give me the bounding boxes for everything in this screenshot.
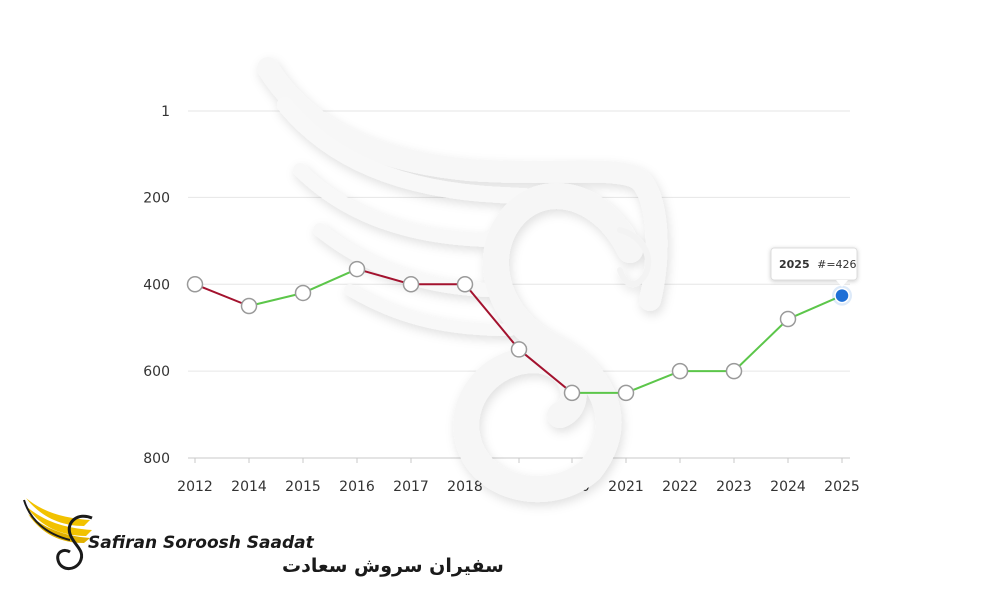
x-tick-label: 2018 — [447, 479, 483, 495]
x-tick-label: 2025 — [824, 479, 860, 495]
y-tick-label: 400 — [143, 277, 170, 293]
x-tick-label: 2015 — [285, 479, 321, 495]
brand-logo: Safiran Soroosh Saadat سفیران سروش سعادت — [23, 498, 504, 577]
x-tick-label: 2017 — [393, 479, 429, 495]
brand-name-farsi: سفیران سروش سعادت — [282, 555, 504, 577]
swan-wing-logo-icon — [257, 57, 668, 503]
data-point — [617, 384, 635, 402]
tooltip-value: #=426 — [817, 258, 856, 271]
data-point — [779, 310, 797, 328]
data-point — [186, 276, 204, 293]
y-tick-label: 200 — [143, 190, 170, 206]
y-tick-label: 600 — [143, 364, 170, 380]
series-segment — [356, 268, 412, 286]
series-segment — [625, 370, 681, 394]
data-point — [402, 276, 420, 293]
data-point — [671, 362, 689, 380]
x-tick-label: 2016 — [339, 479, 375, 495]
series-segment — [248, 291, 304, 307]
data-point — [348, 260, 366, 278]
data-point — [563, 384, 581, 402]
series-segment — [787, 294, 843, 320]
data-point-highlighted — [834, 287, 850, 304]
y-axis: 1 200 400 600 800 — [143, 104, 170, 467]
series-segment — [302, 268, 358, 294]
series-segment — [194, 283, 250, 307]
x-tick-label: 2014 — [231, 479, 267, 495]
rank-series — [194, 268, 843, 394]
data-point — [456, 276, 474, 293]
x-tick-label: 2022 — [662, 479, 698, 495]
series-segment — [518, 348, 573, 394]
data-point — [510, 341, 528, 358]
data-point — [294, 284, 312, 302]
golden-wing-icon — [23, 498, 93, 570]
x-tick-label: 2023 — [716, 479, 752, 495]
y-tick-label: 800 — [143, 451, 170, 467]
tooltip-year: 2025 — [779, 258, 810, 271]
x-tick-label: 2021 — [608, 479, 644, 495]
rank-points — [186, 260, 852, 402]
series-segment — [464, 283, 520, 351]
data-point — [240, 297, 258, 315]
brand-name-latin: Safiran Soroosh Saadat — [88, 533, 315, 553]
data-point — [725, 362, 743, 380]
x-tick-label: 2012 — [177, 479, 213, 495]
series-segment — [733, 318, 789, 372]
x-tick-label: 2024 — [770, 479, 806, 495]
y-tick-label: 1 — [161, 104, 170, 120]
tooltip-text: 2025 #=426 — [779, 258, 857, 271]
value-tooltip: 2025 #=426 — [770, 247, 858, 287]
tooltip-box — [770, 247, 858, 281]
